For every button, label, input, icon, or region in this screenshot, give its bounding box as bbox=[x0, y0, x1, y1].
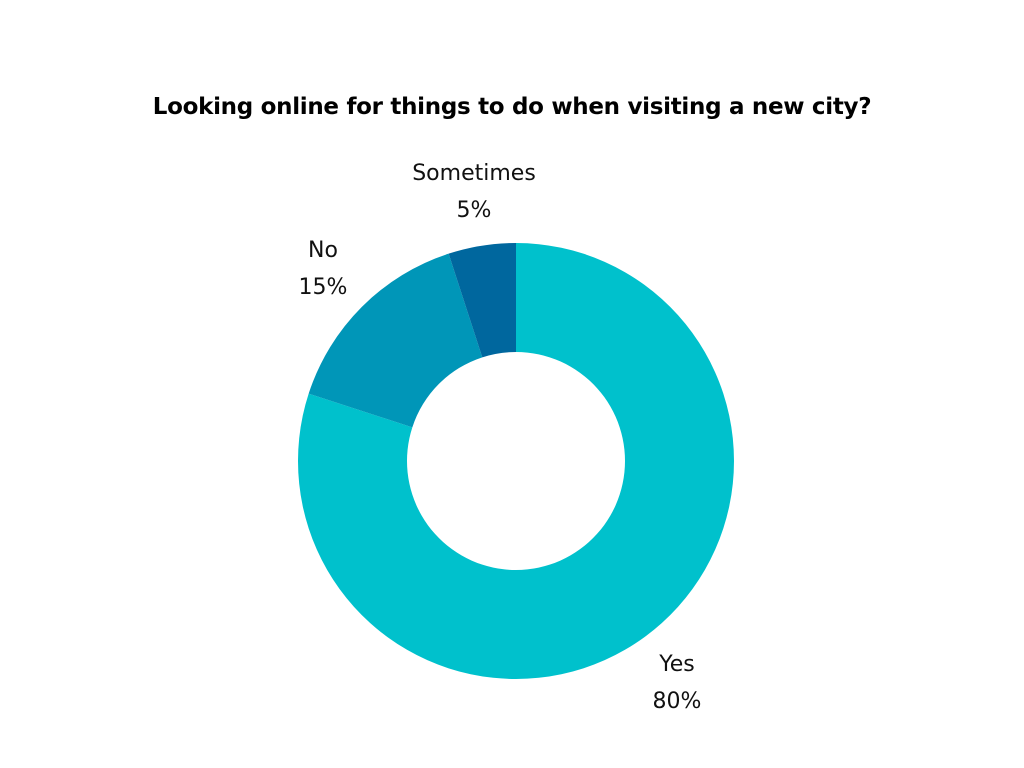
slice-no bbox=[308, 253, 483, 428]
label-sometimes-name: Sometimes bbox=[412, 161, 536, 186]
label-yes: Yes 80% bbox=[653, 646, 702, 720]
slice-sometimes bbox=[448, 243, 516, 358]
label-yes-value: 80% bbox=[652, 689, 702, 714]
slice-yes bbox=[297, 243, 735, 679]
label-no-value: 15% bbox=[298, 275, 348, 300]
label-yes-name: Yes bbox=[659, 652, 695, 677]
label-no-name: No bbox=[308, 238, 338, 263]
label-sometimes: Sometimes 5% bbox=[412, 155, 536, 229]
label-no: No 15% bbox=[299, 232, 348, 306]
label-sometimes-value: 5% bbox=[456, 198, 492, 223]
chart-title: Looking online for things to do when vis… bbox=[152, 94, 872, 120]
